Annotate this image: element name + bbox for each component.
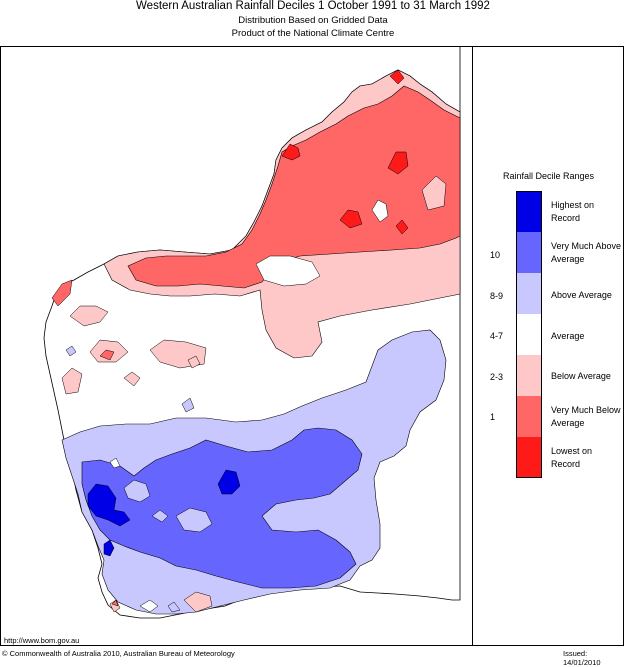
zone-below-average-patch-6 xyxy=(109,599,121,613)
zone-below-average-patch-5 xyxy=(187,355,201,369)
legend-label-average: Average xyxy=(551,331,585,341)
zone-average-hole-1 xyxy=(371,199,389,223)
legend-code-2-3: 2-3 xyxy=(490,372,504,382)
zone-above-average-patch-3 xyxy=(167,601,181,613)
zone-white-patch-2 xyxy=(109,457,121,469)
legend-code-10: 10 xyxy=(490,250,501,260)
map-subtitle-1: Distribution Based on Gridded Data xyxy=(238,15,388,26)
legend-label-very-much-below: Very Much Below Average xyxy=(551,405,621,428)
legend-label-lowest: Lowest on Record xyxy=(551,446,593,469)
zone-above-average-hole-3 xyxy=(151,509,169,523)
legend-divider xyxy=(472,46,473,646)
legend-swatch-lowest xyxy=(516,437,542,478)
zone-lowest-on-record-1 xyxy=(281,143,301,161)
zone-very-much-below-average-patch-3 xyxy=(395,219,409,235)
zone-below-average-patch-7 xyxy=(183,591,213,613)
zone-very-much-below-average-patch-2 xyxy=(387,151,409,175)
legend-swatch-average xyxy=(516,314,542,355)
legend-swatch-very-much-below xyxy=(516,396,542,437)
map-title: Western Australian Rainfall Deciles 1 Oc… xyxy=(136,0,490,12)
map-subtitle-2: Product of the National Climate Centre xyxy=(231,28,395,39)
zone-above-average-patch-2 xyxy=(181,397,195,413)
legend-swatch-above xyxy=(516,273,542,314)
zone-below-average-patch-3 xyxy=(61,367,83,395)
legend-code-4-7: 4-7 xyxy=(490,331,504,341)
zone-very-much-below-average-patch-5 xyxy=(111,599,119,607)
footer-url[interactable]: http://www.bom.gov.au xyxy=(4,636,80,645)
legend-label-above: Above Average xyxy=(551,290,612,300)
zone-above-average-patch-1 xyxy=(65,345,77,357)
zone-lowest-on-record-2 xyxy=(389,69,405,85)
zone-below-average-west xyxy=(69,305,109,327)
zone-very-much-below-average-patch-1 xyxy=(339,209,363,229)
legend-label-very-much-above: Very Much Above Average xyxy=(551,241,622,264)
legend-code-8-9: 8-9 xyxy=(490,291,504,301)
zone-very-much-above-average xyxy=(81,427,363,589)
zone-white-patch-1 xyxy=(139,599,159,613)
legend-swatch-below xyxy=(516,355,542,396)
rainfall-map xyxy=(43,46,461,619)
legend-label-highest: Highest on Record xyxy=(551,200,595,223)
zone-very-much-below-average-west xyxy=(51,279,73,307)
legend-title: Rainfall Decile Ranges xyxy=(502,171,595,181)
legend-swatch-very-much-above xyxy=(516,232,542,273)
zone-average-hole-3 xyxy=(255,255,321,287)
legend-label-below: Below Average xyxy=(551,371,611,381)
map-frame xyxy=(0,46,624,646)
zone-above-average-hole-2 xyxy=(123,479,151,503)
footer-copyright: © Commonwealth of Australia 2010, Austra… xyxy=(2,649,235,658)
zone-below-average-patch-4 xyxy=(123,371,141,387)
zone-above-average-hole-1 xyxy=(175,507,213,533)
zone-very-much-below-average-north xyxy=(127,85,461,289)
zone-highest-on-record-1 xyxy=(87,483,131,527)
zone-highest-on-record-2 xyxy=(217,469,241,495)
footer-issued: Issued: 14/01/2010 xyxy=(563,649,601,667)
zone-very-much-below-average-patch-4 xyxy=(99,349,115,361)
zone-highest-on-record-3 xyxy=(103,539,115,557)
legend-code-1: 1 xyxy=(490,412,496,422)
zone-average-hole-2 xyxy=(421,175,447,211)
legend-swatch-highest xyxy=(516,191,542,232)
